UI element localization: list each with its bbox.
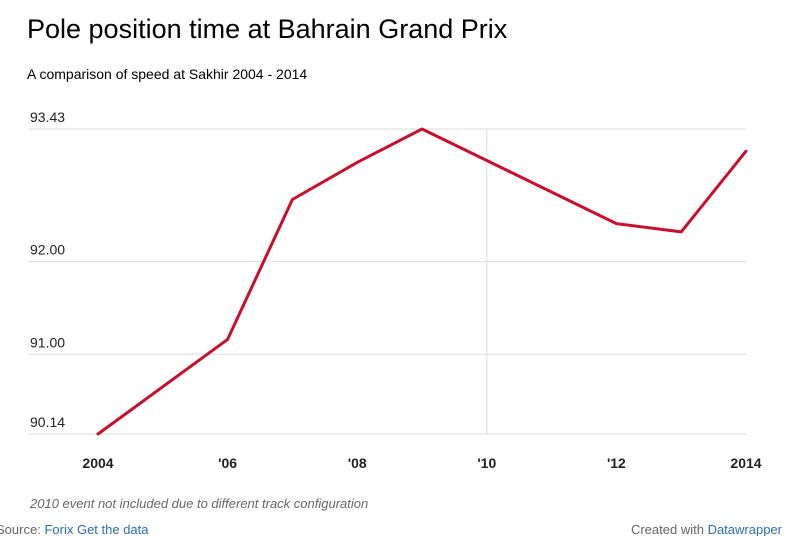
x-tick-label: '08	[348, 455, 367, 471]
source-link[interactable]: Forix	[44, 522, 74, 536]
source-credit: Source: Forix Get the data	[0, 522, 149, 536]
x-tick-label: 2014	[730, 455, 761, 471]
y-tick-label: 91.00	[30, 334, 65, 350]
x-tick-label: 2004	[82, 455, 113, 471]
y-tick-label: 92.00	[30, 242, 65, 258]
x-tick-label: '12	[607, 455, 626, 471]
y-tick-label: 90.14	[30, 414, 65, 430]
series-line	[96, 127, 748, 436]
x-tick-label: '10	[477, 455, 496, 471]
chart-footer: Source: Forix Get the data Created with …	[0, 522, 800, 536]
line-chart: 93.43 92.00 91.00 90.14 2004 '06 '08 '10 '12 2014	[28, 109, 762, 471]
datawrapper-link[interactable]: Datawrapper	[707, 522, 782, 536]
chart-note: 2010 event not included due to different…	[30, 496, 369, 511]
chart-subtitle: A comparison of speed at Sakhir 2004 - 2…	[27, 66, 308, 82]
chart-title: Pole position time at Bahrain Grand Prix	[27, 14, 508, 44]
tool-credit: Created with Datawrapper	[631, 522, 782, 536]
get-data-link[interactable]: Get the data	[76, 522, 149, 536]
x-tick-label: '06	[218, 455, 237, 471]
y-tick-label: 93.43	[30, 109, 65, 125]
source-label: Source:	[0, 522, 41, 536]
created-with-label: Created with	[630, 522, 704, 536]
